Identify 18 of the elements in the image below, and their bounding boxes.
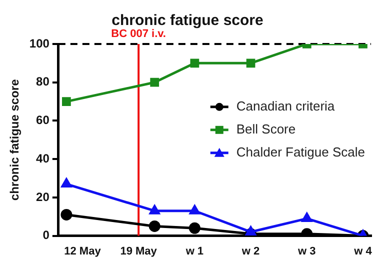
x-tick-label: w 2 xyxy=(240,245,260,258)
x-tick-label: 12 May xyxy=(64,245,102,258)
y-axis-title: chronic fatigue score xyxy=(8,78,22,201)
x-tick-label: 19 May xyxy=(120,245,158,258)
legend-label: Bell Score xyxy=(236,121,296,136)
y-tick-label: 0 xyxy=(42,228,50,242)
y-tick-label: 100 xyxy=(29,36,50,50)
x-tick-label: w 4 xyxy=(353,245,373,258)
y-tick-label: 60 xyxy=(36,113,50,128)
chart-title: chronic fatigue score xyxy=(112,12,264,30)
y-tick-label: 80 xyxy=(36,74,50,89)
y-tick-label: 20 xyxy=(36,190,50,204)
x-tick-label: w 3 xyxy=(297,245,316,258)
x-tick-label: w 1 xyxy=(184,245,204,258)
ref-line-label: BC 007 i.v. xyxy=(111,28,166,40)
y-tick-label: 40 xyxy=(36,151,50,166)
legend-label: Canadian criteria xyxy=(236,98,336,114)
legend-label: Chalder Fatigue Scale xyxy=(236,144,366,160)
